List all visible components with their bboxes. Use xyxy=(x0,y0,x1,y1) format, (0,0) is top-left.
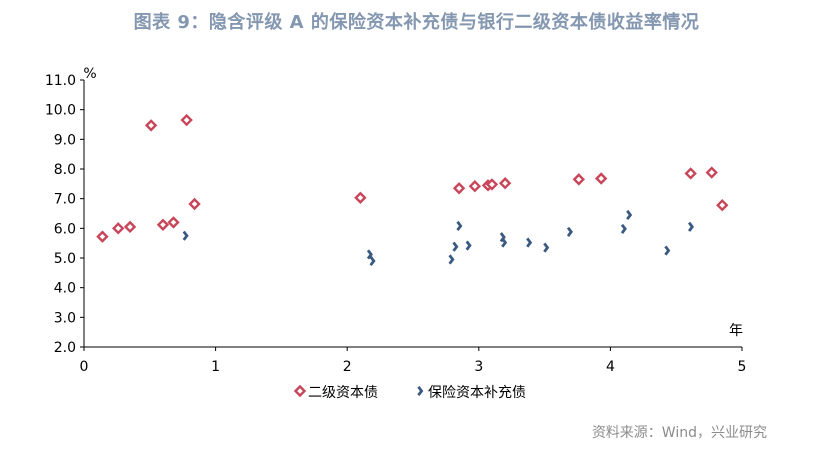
data-point xyxy=(167,216,180,229)
data-point xyxy=(705,166,718,179)
x-tick-label: 5 xyxy=(738,359,747,375)
data-point xyxy=(485,178,499,191)
y-tick-label: 5.0 xyxy=(54,251,76,267)
y-tick-label: 9.0 xyxy=(54,132,76,148)
y-tick-label: 11.0 xyxy=(45,73,76,89)
data-point xyxy=(566,226,573,237)
data-point xyxy=(156,218,170,231)
data-point xyxy=(498,177,512,190)
y-tick-label: 6.0 xyxy=(54,221,76,237)
legend-label: 二级资本债 xyxy=(308,385,378,401)
data-point xyxy=(626,209,633,221)
data-point xyxy=(594,172,608,185)
data-point xyxy=(452,182,466,195)
data-point xyxy=(526,237,533,248)
series-2 xyxy=(182,209,695,267)
data-point xyxy=(501,237,508,248)
data-point xyxy=(684,167,697,180)
data-point xyxy=(468,180,482,193)
data-point xyxy=(182,230,189,241)
legend-marker xyxy=(417,385,424,397)
legend-item-2: 保险资本补充债 xyxy=(417,385,526,401)
data-point xyxy=(716,198,729,212)
data-point xyxy=(543,242,550,253)
data-point xyxy=(687,221,695,232)
x-axis-unit-label: 年 xyxy=(729,323,743,339)
data-point xyxy=(572,173,586,186)
x-tick-label: 1 xyxy=(211,359,220,375)
data-point xyxy=(366,249,373,260)
y-tick-label: 2.0 xyxy=(54,340,76,356)
legend-item-1: 二级资本债 xyxy=(293,384,378,401)
data-point xyxy=(448,254,455,265)
data-point xyxy=(112,222,125,235)
data-point xyxy=(620,223,627,234)
y-tick-label: 4.0 xyxy=(54,281,76,297)
data-point xyxy=(369,255,376,267)
data-point xyxy=(664,245,671,256)
y-tick-label: 3.0 xyxy=(54,310,76,326)
data-point xyxy=(123,220,137,234)
chart-source: 资料来源：Wind，兴业研究 xyxy=(591,425,767,441)
x-tick-label: 0 xyxy=(80,359,89,375)
x-tick-label: 3 xyxy=(474,359,483,375)
x-tick-label: 4 xyxy=(606,359,615,375)
data-point xyxy=(465,240,472,251)
chart-title: 图表 9：隐含评级 A 的保险资本补充债与银行二级资本债收益率情况 xyxy=(133,12,700,33)
y-tick-label: 10.0 xyxy=(45,103,76,119)
data-point xyxy=(452,241,459,252)
data-point xyxy=(144,119,158,132)
y-tick-label: 7.0 xyxy=(54,192,76,208)
data-point xyxy=(354,191,367,204)
data-point xyxy=(96,230,109,243)
legend-marker xyxy=(293,384,307,398)
y-tick-label: 8.0 xyxy=(54,162,76,178)
data-point xyxy=(456,220,463,232)
data-point xyxy=(188,197,201,211)
x-tick-label: 2 xyxy=(343,359,352,375)
series-1 xyxy=(96,113,729,243)
y-axis-unit-label: % xyxy=(83,66,96,82)
legend-label: 保险资本补充债 xyxy=(428,385,526,401)
data-point xyxy=(180,113,193,127)
